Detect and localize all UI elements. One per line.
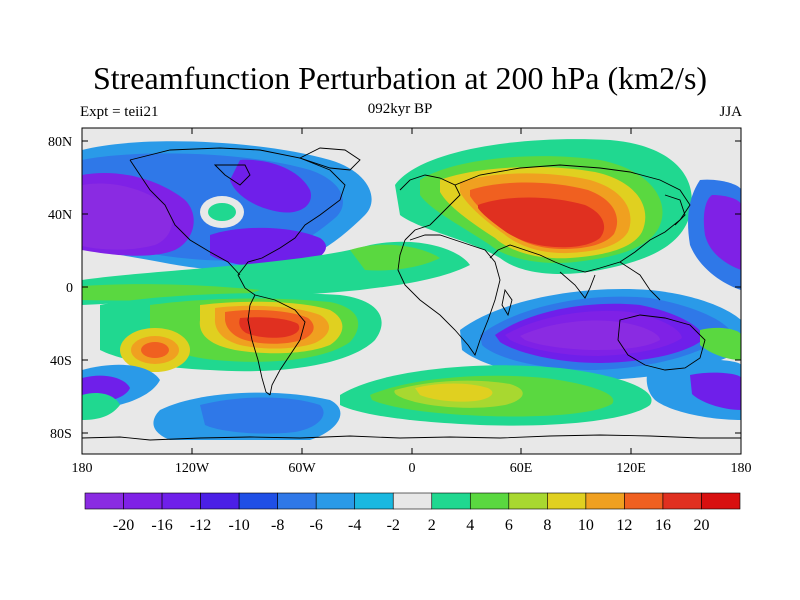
colorbar-label: 12	[616, 517, 632, 534]
colorbar-label: -20	[113, 517, 134, 534]
colorbar-swatch	[84, 492, 124, 510]
colorbar-label: -12	[190, 517, 211, 534]
colorbar-label: 16	[655, 517, 671, 534]
colorbar-label: 6	[505, 517, 513, 534]
colorbar-swatch	[701, 492, 741, 510]
colorbar-label: -6	[310, 517, 323, 534]
time-label: 092kyr BP	[367, 101, 433, 117]
colorbar-label: -16	[151, 517, 172, 534]
lon-label-180e: 180	[731, 461, 752, 476]
colorbar-label: 2	[428, 517, 436, 534]
lon-label-120e: 120E	[616, 461, 646, 476]
colorbar-label: 10	[578, 517, 594, 534]
lon-label-0: 0	[409, 461, 416, 476]
colorbar-label: 8	[543, 517, 551, 534]
colorbar-swatch	[161, 492, 201, 510]
coastlines	[82, 147, 741, 441]
colorbar-swatch	[238, 492, 278, 510]
plot-title: Streamfunction Perturbation at 200 hPa (…	[92, 60, 708, 96]
colorbar-swatch	[392, 492, 433, 510]
lat-label-80s: 80S	[50, 427, 72, 442]
colorbar-swatch	[469, 492, 510, 510]
lat-tick-marks	[82, 140, 741, 434]
experiment-label: Expt = teii21	[80, 104, 159, 120]
colorbar-swatch	[431, 492, 471, 510]
season-label: JJA	[719, 104, 742, 120]
colorbar-swatch	[585, 492, 625, 510]
colorbar-swatch	[315, 492, 356, 510]
colorbar-swatch	[662, 492, 702, 510]
colorbar-swatch	[508, 492, 548, 510]
lon-label-120w: 120W	[175, 461, 210, 476]
contour-field	[82, 128, 741, 454]
lat-label-eq: 0	[66, 281, 73, 296]
colorbar-labels: -20 -16 -12 -10 -8 -6 -4 -2 2 4 6 8 10 12 16 20	[113, 517, 710, 534]
lat-label-40n: 40N	[48, 208, 72, 223]
lon-label-180w: 180	[72, 461, 93, 476]
colorbar-label: 4	[466, 517, 474, 534]
colorbar-swatch	[354, 492, 394, 510]
colorbar-label: -8	[271, 517, 284, 534]
colorbar-swatch	[200, 492, 240, 510]
lat-label-80n: 80N	[48, 135, 72, 150]
lat-label-40s: 40S	[50, 354, 72, 369]
colorbar-label: 20	[693, 517, 709, 534]
colorbar-label: -10	[228, 517, 249, 534]
colorbar-swatch	[624, 492, 664, 510]
lon-label-60w: 60W	[288, 461, 316, 476]
colorbar	[84, 492, 741, 510]
lon-label-60e: 60E	[510, 461, 533, 476]
colorbar-swatch	[277, 492, 317, 510]
colorbar-swatch	[547, 492, 587, 510]
colorbar-label: -2	[387, 517, 400, 534]
colorbar-swatch	[123, 492, 163, 510]
lon-tick-marks	[81, 128, 742, 454]
colorbar-label: -4	[348, 517, 361, 534]
